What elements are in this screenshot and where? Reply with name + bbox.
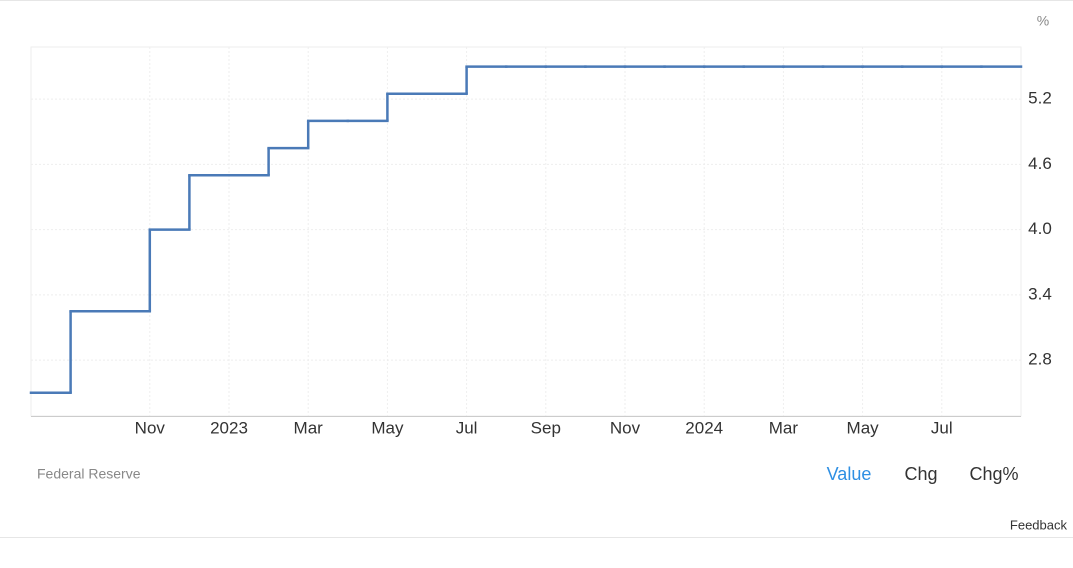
x-tick-label: Jul [456,418,478,437]
x-tick-label: 2023 [210,418,248,437]
y-tick-label: 4.6 [1028,154,1052,173]
chg-button[interactable]: Chg [904,464,937,484]
value-button[interactable]: Value [827,464,872,484]
y-tick-label: 3.4 [1028,284,1052,303]
x-tick-label: May [371,418,404,437]
feedback-link[interactable]: Feedback [1010,517,1068,532]
x-tick-label: Sep [531,418,561,437]
x-tick-label: Mar [769,418,799,437]
x-tick-label: May [847,418,880,437]
y-tick-label: 5.2 [1028,89,1052,108]
y-tick-label: 4.0 [1028,219,1052,238]
x-tick-label: Jul [931,418,953,437]
unit-label: % [1037,13,1049,29]
source: Federal Reserve [37,466,141,482]
x-tick-label: Mar [294,418,324,437]
x-tick-label: Nov [610,418,641,437]
y-tick-label: 2.8 [1028,350,1052,369]
x-tick-label: Nov [135,418,166,437]
x-tick-label: 2024 [685,418,723,437]
plot-frame [30,46,1022,417]
chg-pct-button[interactable]: Chg% [969,464,1018,484]
